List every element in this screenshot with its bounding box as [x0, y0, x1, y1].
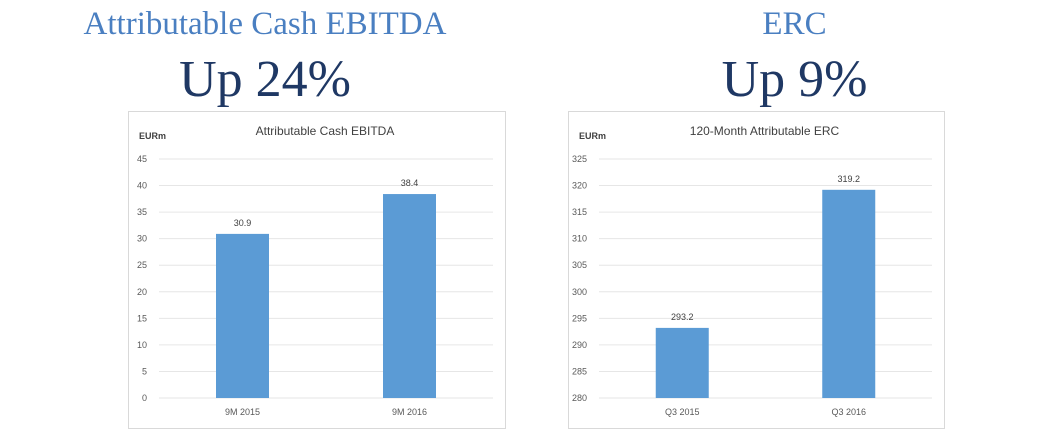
- y-tick-label: 285: [572, 366, 587, 376]
- y-tick-label: 320: [572, 181, 587, 191]
- panel-headline: Up 9%: [721, 51, 868, 108]
- erc-bar: [655, 327, 709, 398]
- data-label: 30.9: [234, 218, 252, 228]
- y-tick-label: 40: [137, 181, 147, 191]
- y-tick-label: 325: [572, 154, 587, 164]
- y-tick-label: 35: [137, 207, 147, 217]
- panel-subtitle: Attributable Cash EBITDA: [83, 6, 447, 42]
- x-tick-label: Q3 2016: [831, 407, 866, 417]
- y-tick-label: 0: [142, 393, 147, 403]
- y-axis-unit-label: EURm: [579, 131, 606, 141]
- y-tick-label: 10: [137, 340, 147, 350]
- y-tick-label: 45: [137, 154, 147, 164]
- ebitda-chart-svg: Attributable Cash EBITDA EURm 0 5 10 15 20 25 30…: [137, 124, 493, 417]
- data-label: 319.2: [837, 174, 860, 184]
- y-tick-label: 25: [137, 260, 147, 270]
- y-tick-label: 300: [572, 287, 587, 297]
- x-tick-label: 9M 2015: [225, 407, 260, 417]
- erc-chart-svg: 120-Month Attributable ERC EURm 280 285 290 2…: [572, 124, 932, 417]
- y-tick-label: 290: [572, 340, 587, 350]
- y-tick-label: 295: [572, 313, 587, 323]
- y-tick-label: 30: [137, 234, 147, 244]
- erc-panel: ERC Up 9% 120-Month Attributable ERC EURm…: [530, 0, 1059, 442]
- x-tick-label: 9M 2016: [392, 407, 427, 417]
- chart-title: Attributable Cash EBITDA: [256, 124, 395, 138]
- ebitda-bar: [216, 233, 269, 398]
- y-tick-label: 280: [572, 393, 587, 403]
- panel-subtitle: ERC: [762, 6, 827, 42]
- ebitda-chart: Attributable Cash EBITDA EURm 0 5 10 15 20 25 30…: [128, 111, 506, 429]
- ebitda-panel: Attributable Cash EBITDA Up 24% Attribut…: [83, 6, 506, 429]
- y-tick-label: 305: [572, 260, 587, 270]
- y-tick-label: 310: [572, 234, 587, 244]
- data-label: 293.2: [671, 312, 694, 322]
- data-label: 38.4: [401, 178, 419, 188]
- x-tick-label: Q3 2015: [665, 407, 700, 417]
- erc-bar: [822, 189, 876, 398]
- panel-headline: Up 24%: [179, 51, 351, 108]
- ebitda-bar: [383, 194, 436, 398]
- chart-title: 120-Month Attributable ERC: [690, 124, 840, 138]
- y-tick-label: 5: [142, 366, 147, 376]
- erc-chart: 120-Month Attributable ERC EURm 280 285 290 2…: [568, 111, 945, 429]
- y-tick-label: 315: [572, 207, 587, 217]
- y-tick-label: 15: [137, 313, 147, 323]
- y-tick-label: 20: [137, 287, 147, 297]
- y-axis-unit-label: EURm: [139, 131, 166, 141]
